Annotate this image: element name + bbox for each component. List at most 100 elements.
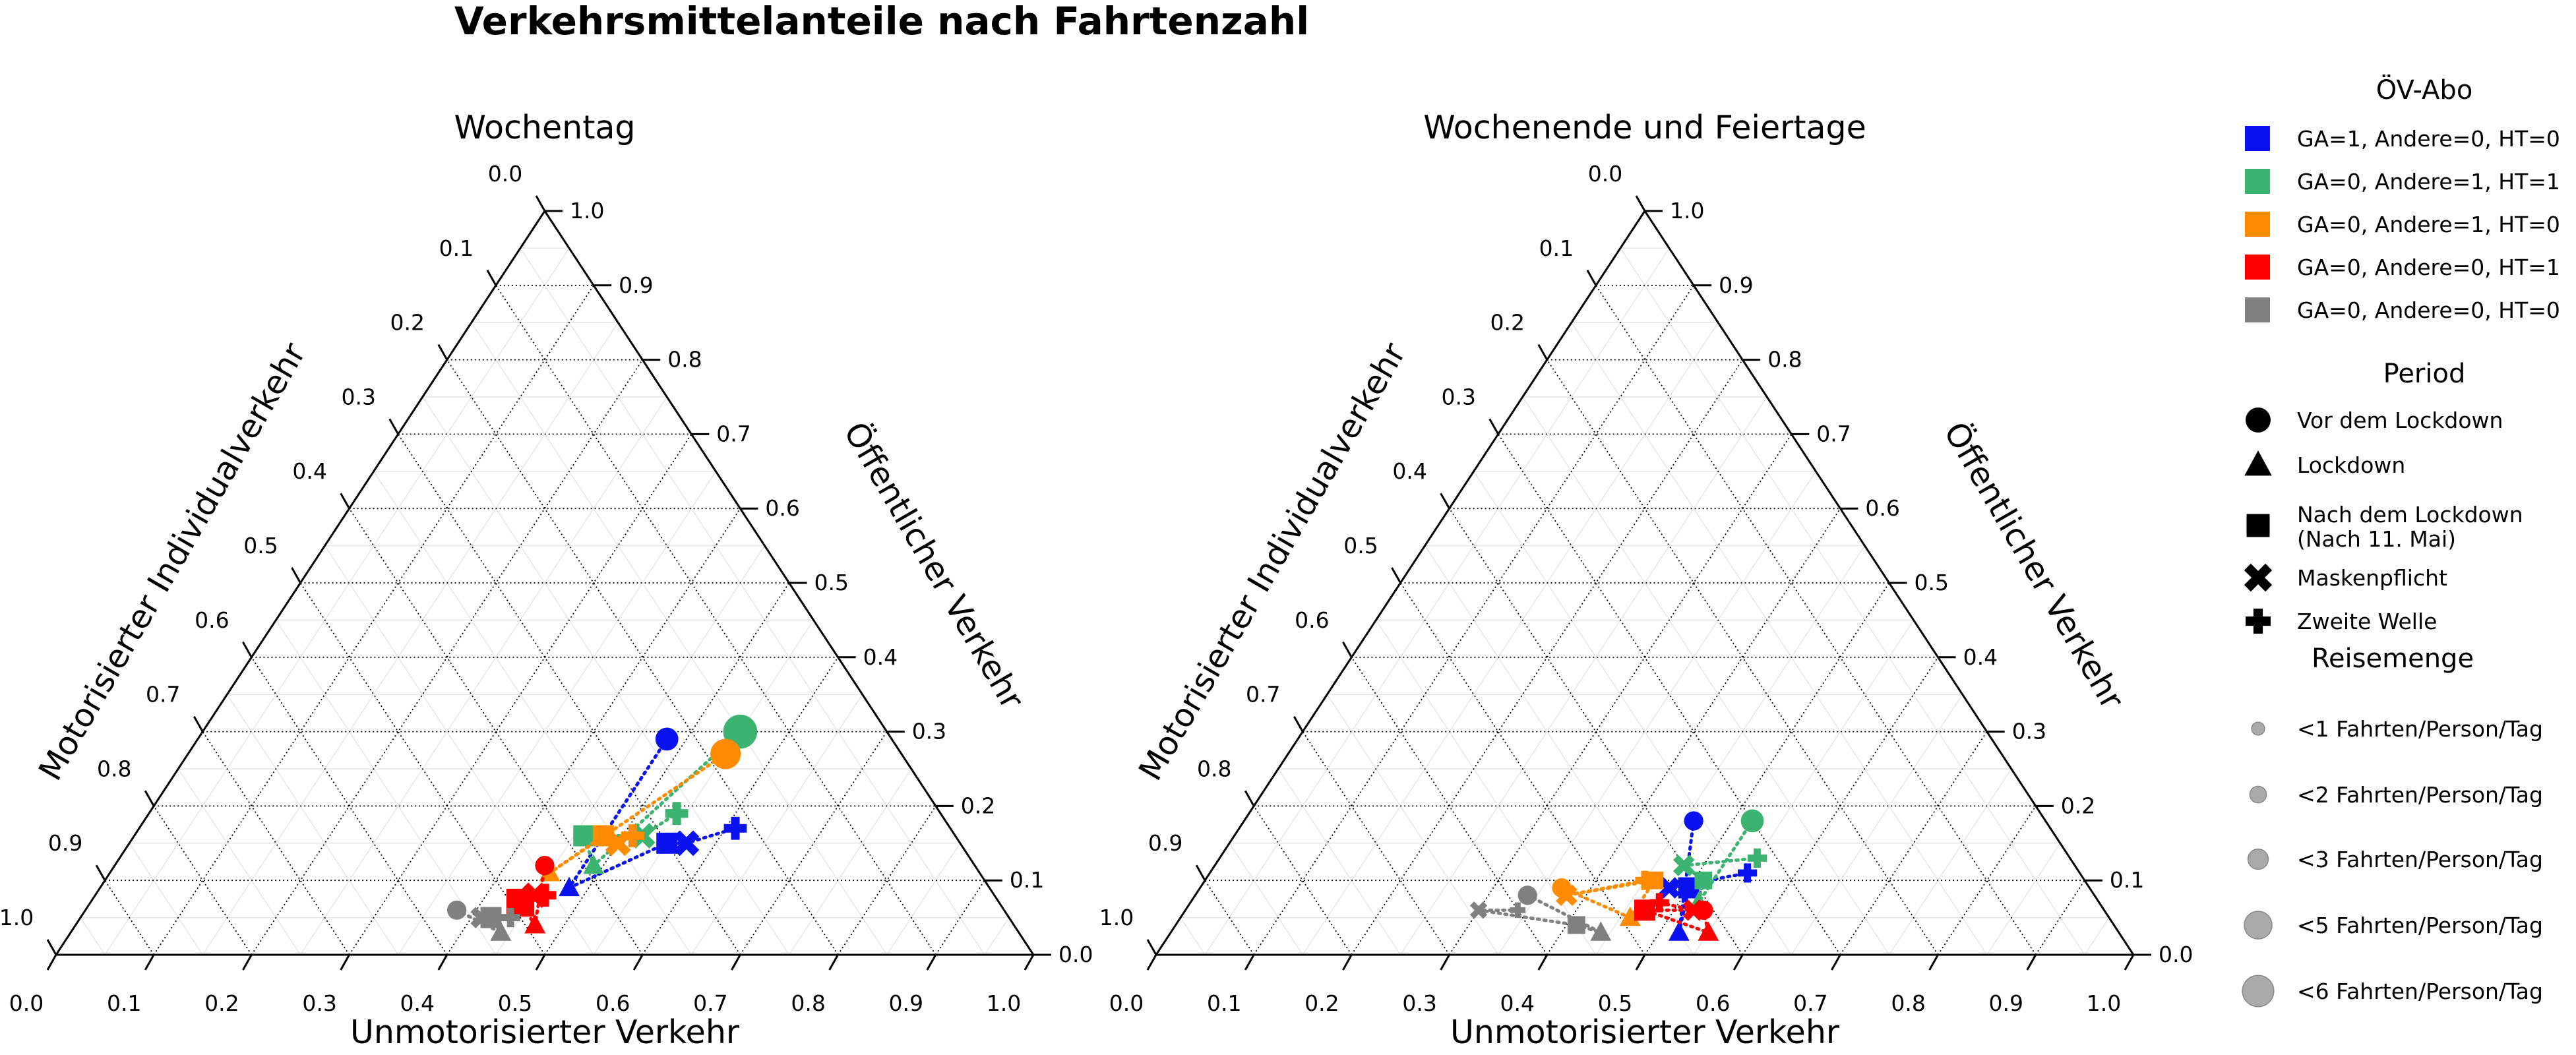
data-point [1740, 809, 1764, 833]
tick-label-right: 0.3 [2012, 719, 2046, 744]
data-point [1567, 916, 1585, 934]
tick-label-left: 0.2 [1490, 310, 1525, 336]
minor-gridline [202, 322, 619, 955]
tick-mark [242, 954, 253, 971]
data-point [655, 727, 679, 751]
data-point [583, 854, 605, 874]
tick-label-bottom: 0.2 [204, 990, 239, 1016]
minor-gridline [1791, 694, 1963, 955]
legend: ÖV-Abo Period Reisemenge GA=1, Andere=0,… [2242, 74, 2560, 1008]
legend-period-marker [2246, 407, 2271, 433]
tick-label-left: 0.6 [1295, 607, 1329, 633]
tick-label-left: 0.0 [488, 161, 522, 187]
minor-gridline [984, 917, 1010, 955]
tick-mark [1537, 344, 1549, 361]
tick-label-right: 0.3 [912, 719, 946, 744]
minor-gridline [1326, 694, 1499, 955]
data-point [1738, 863, 1758, 883]
tick-label-left: 0.2 [390, 310, 425, 336]
legend-size-marker [2249, 785, 2267, 804]
minor-gridline [299, 396, 667, 955]
tick-mark [242, 642, 253, 658]
axis-label-bottom: Unmotorisierter Verkehr [1450, 1013, 1840, 1051]
gridline [1448, 433, 1793, 955]
tick-mark [1342, 954, 1353, 971]
gridline [2035, 880, 2085, 955]
minor-gridline [1888, 768, 2012, 955]
tick-label-bottom: 0.1 [107, 990, 141, 1016]
tick-mark [1391, 567, 1401, 584]
data-point [1682, 899, 1705, 921]
legend-period-label: Zweite Welle [2297, 609, 2437, 634]
tick-mark [46, 954, 57, 971]
tick-label-bottom: 0.0 [1109, 990, 1144, 1016]
tick-mark [1928, 954, 1939, 971]
tick-label-bottom: 0.3 [1402, 990, 1436, 1016]
minor-gridline [373, 471, 692, 955]
minor-gridline [1595, 545, 1866, 955]
data-point [1635, 870, 1655, 890]
tick-label-bottom: 0.2 [1304, 990, 1339, 1016]
tick-mark [1342, 642, 1353, 658]
minor-gridline [520, 247, 985, 955]
minor-gridline [1180, 917, 1206, 955]
tick-label-left: 0.9 [48, 830, 82, 856]
data-point [1590, 921, 1612, 941]
legend-size-label: <3 Fahrten/Person/Tag [2297, 847, 2543, 872]
data-point [1668, 921, 1690, 941]
tick-mark [1293, 715, 1304, 733]
tick-mark [340, 954, 350, 971]
axis-label-right: Öffentlicher Verkehr [1936, 415, 2132, 716]
tick-label-bottom: 0.9 [1989, 990, 2023, 1016]
tick-label-left: 0.1 [1539, 235, 1574, 261]
tick-label-left: 0.4 [292, 458, 326, 484]
gridline [1595, 285, 2037, 955]
minor-gridline [80, 917, 106, 955]
tick-label-right: 0.2 [961, 793, 995, 818]
tick-label-right: 0.4 [863, 644, 898, 670]
data-series [1469, 809, 1767, 941]
minor-gridline [275, 619, 497, 955]
data-point [1619, 906, 1641, 926]
data-point [490, 921, 512, 941]
legend-period-marker [2244, 450, 2272, 476]
legend-abo-label: GA=0, Andere=1, HT=1 [2297, 169, 2560, 195]
minor-gridline [1620, 247, 2085, 955]
gridline [153, 285, 594, 955]
data-point [1698, 921, 1719, 941]
tick-mark [1635, 954, 1646, 971]
gridline [1839, 731, 1988, 955]
legend-swatch [2245, 126, 2270, 151]
tick-mark [926, 954, 937, 971]
legend-period-label: Vor dem Lockdown [2297, 407, 2503, 433]
panel-wochentag: Wochentag 0.0 0.0 1.0 0.1 0.1 0.9 0.2 0.2 0.8 0.3… [0, 109, 1093, 1051]
data-point [535, 856, 555, 876]
gridline [104, 880, 154, 955]
tick-label-right: 0.6 [765, 495, 799, 521]
gridline [299, 582, 545, 955]
gridline [1399, 582, 1645, 955]
tick-mark [46, 939, 57, 955]
grid [80, 247, 1010, 955]
tick-mark [437, 954, 448, 971]
legend-swatch [2245, 297, 2270, 322]
tick-mark [2124, 954, 2135, 971]
gridline [495, 285, 936, 955]
tick-mark [1440, 493, 1450, 509]
legend-size-label: <1 Fahrten/Person/Tag [2297, 716, 2543, 742]
data-point [1672, 855, 1695, 876]
tick-label-left: 0.5 [1343, 533, 1378, 558]
minor-gridline [177, 768, 301, 955]
minor-gridline [104, 247, 570, 955]
gridline [1253, 285, 1694, 955]
tick-label-right: 1.0 [1670, 198, 1704, 224]
legend-size-marker [2247, 848, 2269, 870]
data-point [1556, 884, 1578, 907]
tick-mark [1024, 954, 1035, 971]
axis-label-left: Motorisierter Individualverkehr [1132, 336, 1414, 787]
legend-period-label: (Nach 11. Mai) [2297, 526, 2456, 552]
grid [1180, 247, 2110, 955]
tick-mark [437, 344, 448, 361]
gridline [1302, 731, 1450, 955]
